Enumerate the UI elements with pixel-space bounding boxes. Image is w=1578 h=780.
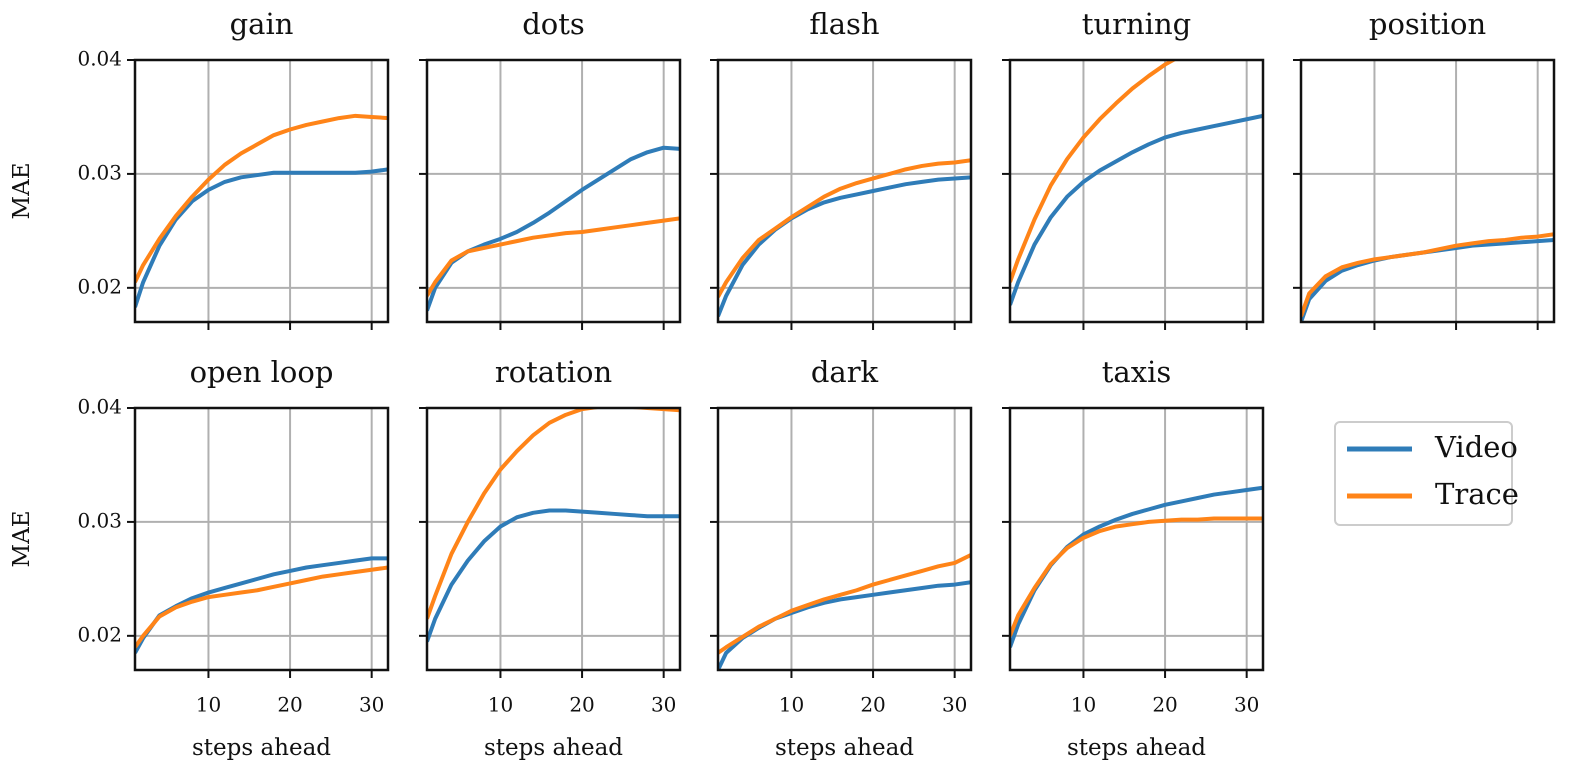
x-tick-label: 10 [196,693,221,717]
y-tick-label: 0.04 [77,395,122,419]
x-axis-label: steps ahead [484,735,623,761]
panel-title: dots [522,7,585,41]
x-tick-label: 20 [277,693,302,717]
y-tick-label: 0.02 [77,274,122,298]
x-tick-label: 10 [488,693,513,717]
x-tick-label: 30 [942,693,967,717]
y-tick-label: 0.03 [77,508,122,532]
series-line [1010,516,1263,637]
panel-title: turning [1082,7,1191,41]
x-tick-label: 10 [1071,693,1096,717]
x-tick-label: 20 [860,693,885,717]
panel-title: taxis [1102,355,1171,389]
panel: position [1293,7,1556,330]
x-tick-label: 30 [651,693,676,717]
axes-frame [1299,58,1556,324]
legend-label: Trace [1435,477,1519,511]
series-line [718,553,971,655]
panel: flash [710,7,973,330]
x-axis-label: steps ahead [1067,735,1206,761]
y-axis-label: MAE [9,511,35,568]
panel-title: gain [230,7,294,41]
panel: dots [419,7,682,330]
panel: dark 10 20 30 steps ahead [710,355,973,761]
panel-title: dark [811,355,879,389]
legend-label: Video [1434,430,1518,464]
series-line [1010,113,1263,306]
panel-title: rotation [495,355,612,389]
series-line [1010,60,1178,283]
axes-frame [716,58,973,324]
panel: taxis 10 20 30 steps ahead [1002,355,1265,761]
series-line [427,216,680,297]
panel-title: position [1369,7,1486,41]
series-line [427,508,680,643]
panel: open loop 0.02 0.03 0.04 10 20 30 MAE steps ahea… [9,355,390,761]
series-line [427,408,680,620]
x-tick-label: 10 [779,693,804,717]
axes-frame [1008,58,1265,324]
y-tick-label: 0.03 [77,160,122,184]
axes-frame [425,406,682,672]
panel: turning [1002,7,1265,330]
series-line [427,145,680,312]
x-axis-label: steps ahead [192,735,331,761]
panel-title: flash [809,7,879,41]
x-tick-label: 20 [569,693,594,717]
series-line [135,167,388,308]
series-line [135,565,388,649]
axes-frame [716,406,973,672]
series-line [718,158,971,298]
y-tick-label: 0.04 [77,47,122,71]
x-tick-label: 30 [359,693,384,717]
axes-frame [133,58,390,324]
axes-frame [1008,406,1265,672]
panel: gain 0.02 0.03 0.04 MAE [9,7,390,330]
x-tick-label: 30 [1234,693,1259,717]
panel-title: open loop [190,355,334,389]
axes-frame [133,406,390,672]
series-line [1301,232,1554,317]
x-axis-label: steps ahead [775,735,914,761]
y-tick-label: 0.02 [77,622,122,646]
y-axis-label: MAE [9,163,35,220]
panel: rotation 10 20 30 steps ahead [419,355,682,761]
x-tick-label: 20 [1152,693,1177,717]
axes-frame [425,58,682,324]
legend: Video Trace [1334,421,1519,526]
series-line [718,175,971,318]
series-line [135,113,388,283]
